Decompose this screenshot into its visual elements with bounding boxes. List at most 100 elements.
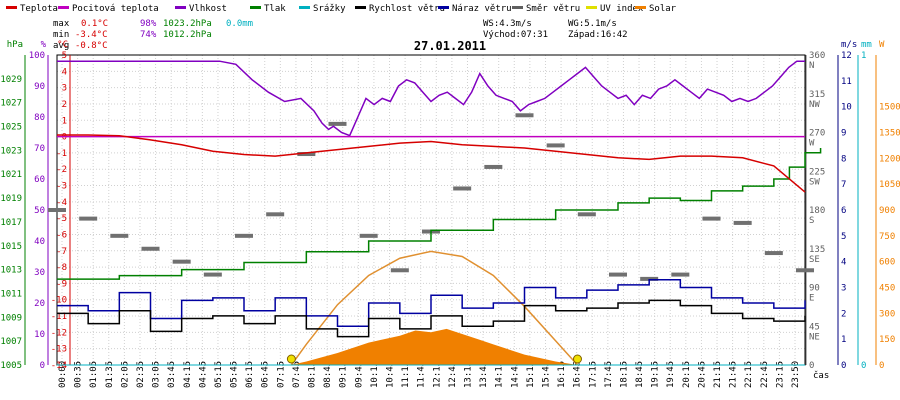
axis-hpa-tick: 1027 bbox=[0, 99, 22, 109]
axis-direction-tick: 315 bbox=[809, 90, 825, 100]
axis-direction-tick-dir: E bbox=[809, 294, 814, 304]
x-tick-label: 02:05 bbox=[120, 361, 130, 388]
axis-ms-tick: 12 bbox=[841, 51, 852, 61]
wind-direction-mark bbox=[733, 220, 752, 225]
axis-percent-tick: 70 bbox=[34, 144, 45, 154]
x-tick-label: 15:15 bbox=[526, 361, 536, 388]
wind-direction-mark bbox=[172, 259, 191, 264]
x-tick-label: 00:35 bbox=[74, 361, 84, 388]
axis-celsius-tick: 2 bbox=[62, 100, 67, 110]
axis-watt-tick: 1500 bbox=[879, 103, 900, 113]
wind-direction-mark bbox=[764, 251, 783, 256]
axis-hpa-tick: 1005 bbox=[0, 361, 22, 371]
sunset-marker bbox=[572, 354, 582, 364]
legend-label: Náraz větru bbox=[452, 4, 512, 14]
wind-gust-line bbox=[57, 279, 806, 327]
wind-info-block: WS:4.3m/s WG:5.1m/s Východ:07:31 Západ:1… bbox=[483, 19, 628, 40]
x-tick-label: 08:15 bbox=[308, 361, 318, 388]
axis-ms-tick: 6 bbox=[841, 206, 846, 216]
sunrise-time: Východ:07:31 bbox=[483, 30, 548, 40]
x-tick-label: 03:45 bbox=[167, 361, 177, 388]
legend-swatch bbox=[6, 6, 17, 9]
axis-celsius-tick: -3 bbox=[56, 182, 67, 192]
axis-direction-tick: 90 bbox=[809, 284, 820, 294]
x-tick-label: 22:15 bbox=[744, 361, 754, 388]
axis-celsius-tick: -7 bbox=[56, 247, 67, 257]
legend-item: Náraz větru bbox=[438, 4, 512, 14]
x-tick-label: 11:45 bbox=[417, 361, 427, 388]
legend-swatch bbox=[355, 6, 366, 9]
axis-hpa-tick: 1019 bbox=[0, 194, 22, 204]
axis-percent-tick: 10 bbox=[34, 330, 45, 340]
wind-direction-mark bbox=[79, 216, 98, 221]
axis-mm-tick: 0 bbox=[861, 361, 866, 371]
axis-hpa-tick: 1029 bbox=[0, 75, 22, 85]
legend-item: UV index bbox=[586, 4, 644, 14]
x-tick-label: 02:35 bbox=[136, 361, 146, 388]
legend-label: Vlhkost bbox=[189, 4, 227, 14]
axis-hpa-tick: 1021 bbox=[0, 170, 22, 180]
legend-swatch bbox=[586, 6, 597, 9]
axis-ms-tick: 2 bbox=[841, 309, 846, 319]
axis-mm-unit: mm bbox=[861, 40, 872, 50]
x-tick-label: 12:45 bbox=[448, 361, 458, 388]
stat-max-temp: 0.1°C bbox=[81, 19, 108, 29]
axis-celsius-tick: -1 bbox=[56, 149, 67, 159]
axis-ms-tick: 11 bbox=[841, 77, 852, 87]
axis-percent-tick: 20 bbox=[34, 299, 45, 309]
stat-min-press: 1012.2hPa bbox=[163, 30, 212, 40]
axis-celsius-tick: -12 bbox=[51, 328, 67, 338]
legend-label: Směr větru bbox=[526, 4, 580, 14]
wind-direction-mark bbox=[390, 268, 409, 273]
wind-direction-mark bbox=[577, 212, 596, 217]
wind-direction-mark bbox=[141, 246, 160, 251]
chart-title: 27.01.2011 bbox=[414, 39, 486, 53]
x-tick-label: 23:50 bbox=[791, 361, 801, 388]
axis-percent-tick: 60 bbox=[34, 175, 45, 185]
axis-celsius-tick: -5 bbox=[56, 214, 67, 224]
legend-item: Teplota bbox=[6, 4, 58, 14]
temperature-line bbox=[57, 134, 806, 193]
wind-direction-mark bbox=[484, 164, 503, 169]
x-tick-label: 04:15 bbox=[183, 361, 193, 388]
axis-watt-tick: 450 bbox=[879, 284, 895, 294]
x-tick-label: 14:15 bbox=[495, 361, 505, 388]
legend-swatch bbox=[250, 6, 261, 9]
axis-ms-tick: 7 bbox=[841, 180, 846, 190]
axis-celsius-tick: 3 bbox=[62, 84, 67, 94]
x-tick-label: 07:15 bbox=[276, 361, 286, 388]
axis-celsius-tick: 4 bbox=[62, 67, 67, 77]
legend-item: Pocitová teplota bbox=[58, 4, 159, 14]
axis-celsius-tick: 0 bbox=[62, 133, 67, 143]
wind-direction-mark bbox=[609, 272, 627, 277]
axis-hpa-tick: 1023 bbox=[0, 146, 22, 156]
x-tick-label: 13:15 bbox=[463, 361, 473, 388]
axis-watt-tick: 750 bbox=[879, 232, 895, 242]
x-axis-label: čas bbox=[813, 370, 829, 381]
axis-celsius-tick: -8 bbox=[56, 263, 67, 273]
axis-celsius-tick: -9 bbox=[56, 279, 67, 289]
legend-item: Srážky bbox=[299, 4, 346, 14]
legend-item: Vlhkost bbox=[175, 4, 227, 14]
legend-label: Pocitová teplota bbox=[72, 4, 159, 14]
axis-hpa-unit: hPa bbox=[7, 40, 23, 50]
x-tick-label: 12:15 bbox=[432, 361, 442, 388]
stat-avg-label: avg bbox=[53, 41, 69, 51]
legend-swatch bbox=[58, 6, 69, 9]
axis-celsius-tick: 5 bbox=[62, 51, 67, 61]
x-tick-label: 18:15 bbox=[619, 361, 629, 388]
humidity-line bbox=[57, 60, 805, 137]
axis-ms-unit: m/s bbox=[841, 40, 857, 50]
axis-direction-tick-dir: SE bbox=[809, 255, 820, 265]
axis-hpa-tick: 1009 bbox=[0, 313, 22, 323]
wind-direction-mark bbox=[546, 143, 565, 148]
x-tick-label: 19:15 bbox=[651, 361, 661, 388]
axis-celsius-tick: -10 bbox=[51, 296, 67, 306]
x-tick-label: 16:15 bbox=[557, 361, 567, 388]
wind-direction-mark bbox=[48, 208, 66, 212]
axis-ms-tick: 10 bbox=[841, 103, 852, 113]
axis-hpa-tick: 1025 bbox=[0, 123, 22, 133]
legend-item: Tlak bbox=[250, 4, 286, 14]
x-tick-label: 03:05 bbox=[152, 361, 162, 388]
